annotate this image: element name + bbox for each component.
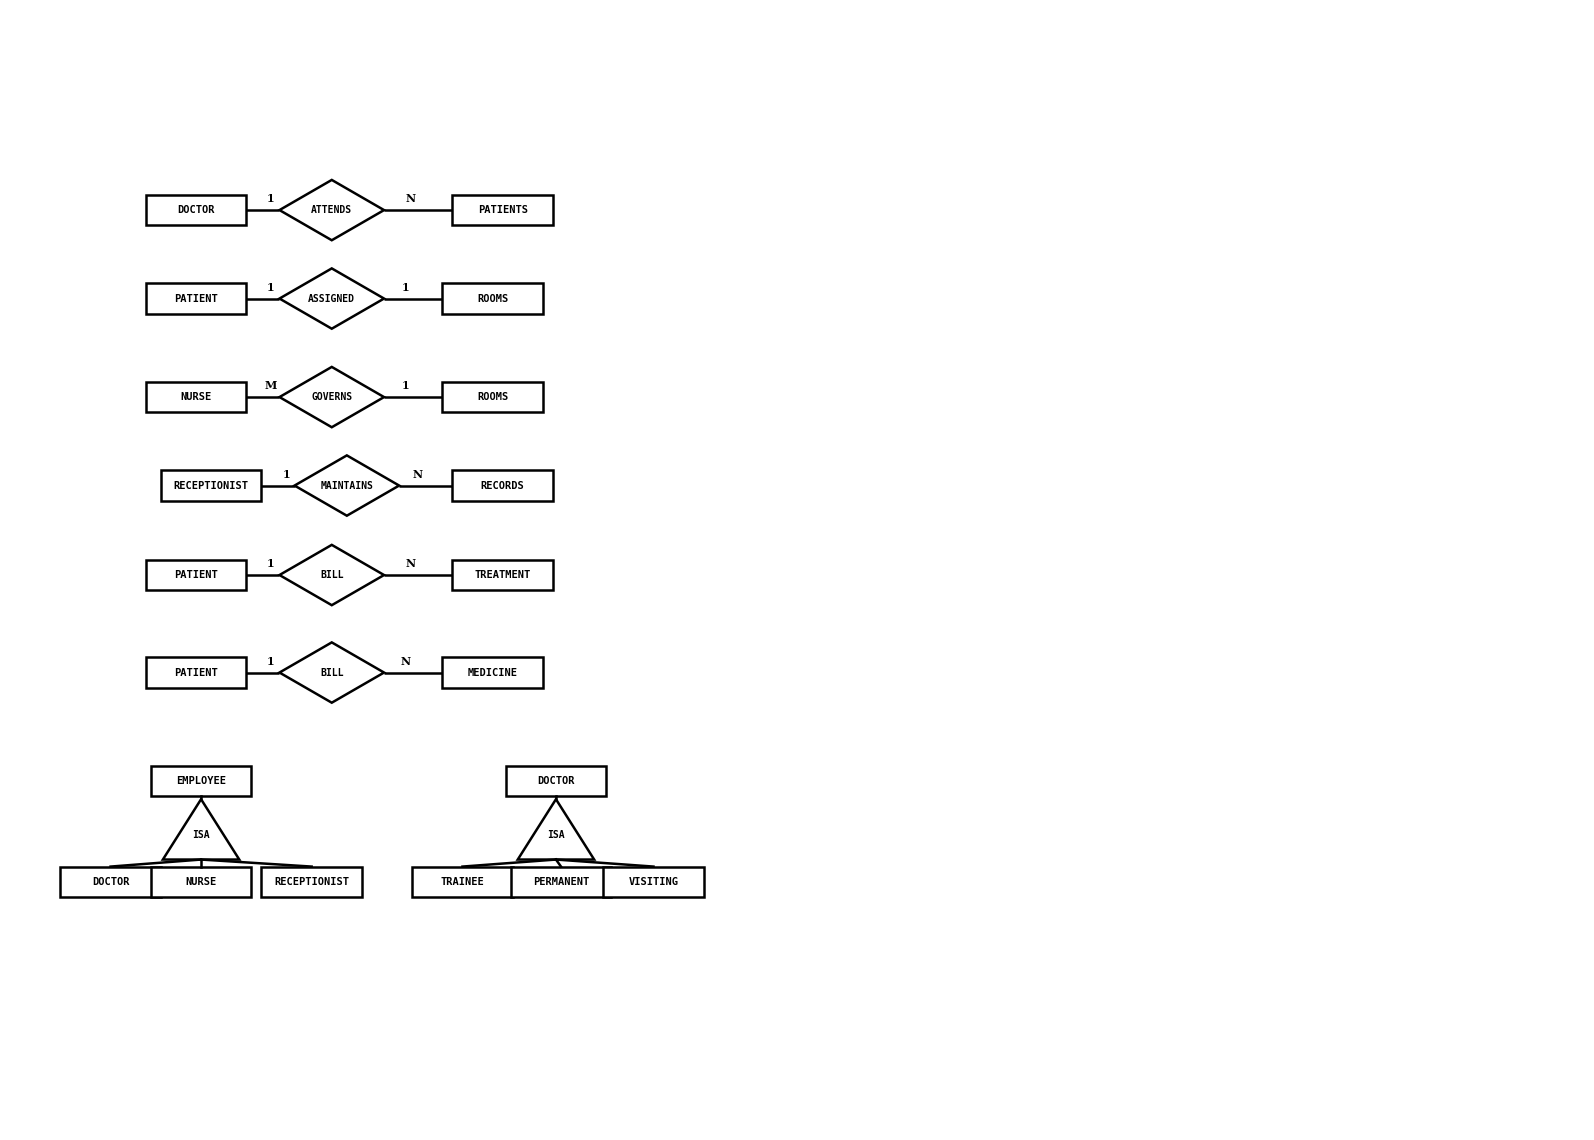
Text: DOCTOR: DOCTOR <box>537 776 575 787</box>
FancyBboxPatch shape <box>443 382 544 413</box>
FancyBboxPatch shape <box>145 658 247 687</box>
Text: NURSE: NURSE <box>185 877 217 887</box>
Text: 1: 1 <box>268 557 274 569</box>
Text: ISA: ISA <box>547 830 564 840</box>
Text: 1: 1 <box>402 380 410 391</box>
Text: PATIENTS: PATIENTS <box>478 205 528 215</box>
FancyBboxPatch shape <box>453 195 553 226</box>
FancyBboxPatch shape <box>510 866 611 897</box>
FancyBboxPatch shape <box>145 195 247 226</box>
Polygon shape <box>163 799 239 860</box>
Text: ROOMS: ROOMS <box>477 294 508 303</box>
FancyBboxPatch shape <box>151 866 252 897</box>
Text: RECORDS: RECORDS <box>481 481 524 490</box>
FancyBboxPatch shape <box>603 866 703 897</box>
Text: PATIENT: PATIENT <box>174 570 218 580</box>
Text: N: N <box>405 193 416 204</box>
Text: PATIENT: PATIENT <box>174 294 218 303</box>
Text: MAINTAINS: MAINTAINS <box>320 481 373 490</box>
Polygon shape <box>279 642 384 702</box>
Text: DOCTOR: DOCTOR <box>92 877 129 887</box>
FancyBboxPatch shape <box>145 382 247 413</box>
Text: MEDICINE: MEDICINE <box>467 668 518 677</box>
FancyBboxPatch shape <box>505 766 606 796</box>
FancyBboxPatch shape <box>453 471 553 500</box>
Text: ISA: ISA <box>193 830 210 840</box>
Text: 1: 1 <box>402 282 410 293</box>
Text: 1: 1 <box>268 656 274 667</box>
Text: DOCTOR: DOCTOR <box>177 205 215 215</box>
Polygon shape <box>279 268 384 328</box>
FancyBboxPatch shape <box>145 560 247 591</box>
Text: PATIENT: PATIENT <box>174 668 218 677</box>
Text: N: N <box>413 469 422 480</box>
Text: ROOMS: ROOMS <box>477 392 508 402</box>
FancyBboxPatch shape <box>413 866 513 897</box>
Text: N: N <box>400 656 410 667</box>
Polygon shape <box>279 545 384 605</box>
Text: RECEPTIONIST: RECEPTIONIST <box>174 481 249 490</box>
FancyBboxPatch shape <box>145 284 247 314</box>
Text: GOVERNS: GOVERNS <box>311 392 352 402</box>
Text: VISITING: VISITING <box>628 877 679 887</box>
FancyBboxPatch shape <box>161 471 261 500</box>
FancyBboxPatch shape <box>61 866 161 897</box>
Text: N: N <box>405 557 416 569</box>
Text: TREATMENT: TREATMENT <box>475 570 531 580</box>
Polygon shape <box>518 799 595 860</box>
Text: BILL: BILL <box>320 668 344 677</box>
Text: TRAINEE: TRAINEE <box>440 877 485 887</box>
Text: 1: 1 <box>268 193 274 204</box>
FancyBboxPatch shape <box>261 866 362 897</box>
Text: 1: 1 <box>268 282 274 293</box>
Text: BILL: BILL <box>320 570 344 580</box>
Polygon shape <box>279 180 384 241</box>
FancyBboxPatch shape <box>151 766 252 796</box>
Polygon shape <box>279 367 384 428</box>
FancyBboxPatch shape <box>443 658 544 687</box>
Text: 1: 1 <box>282 469 290 480</box>
Text: PERMANENT: PERMANENT <box>532 877 590 887</box>
Polygon shape <box>295 455 398 515</box>
FancyBboxPatch shape <box>443 284 544 314</box>
Text: M: M <box>265 380 277 391</box>
Text: EMPLOYEE: EMPLOYEE <box>175 776 226 787</box>
Text: NURSE: NURSE <box>180 392 212 402</box>
Text: ASSIGNED: ASSIGNED <box>308 294 355 303</box>
FancyBboxPatch shape <box>453 560 553 591</box>
Text: ATTENDS: ATTENDS <box>311 205 352 215</box>
Text: RECEPTIONIST: RECEPTIONIST <box>274 877 349 887</box>
